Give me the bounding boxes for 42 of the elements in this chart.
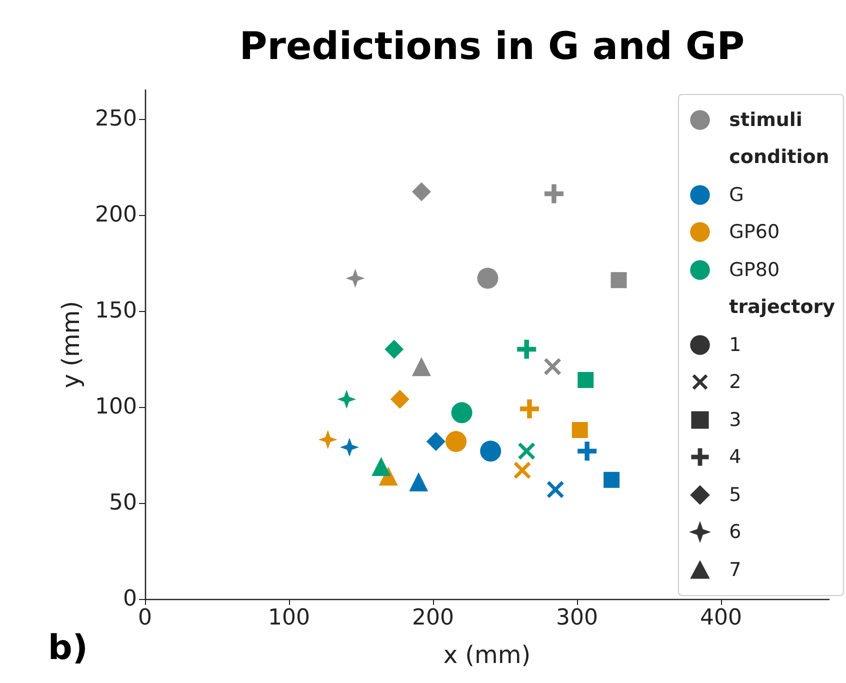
legend-label: 1 — [729, 334, 742, 356]
y-tick-label: 0 — [123, 586, 137, 612]
y-tick-label: 100 — [95, 394, 137, 420]
x-tick-label: 300 — [556, 606, 598, 630]
point — [384, 340, 404, 359]
legend-label: 6 — [729, 521, 742, 544]
legend-label: 5 — [729, 484, 742, 506]
x-tick-label: 100 — [268, 606, 310, 630]
point — [544, 184, 564, 204]
point — [372, 456, 391, 476]
x-tick-label: 200 — [412, 606, 454, 630]
legend-label: GP60 — [729, 221, 780, 244]
point — [412, 357, 431, 376]
legend-label: stimuli — [729, 108, 802, 131]
x-axis-title: x (mm) — [443, 641, 531, 669]
legend-label: GP80 — [729, 258, 780, 281]
text: trajectory — [729, 296, 835, 318]
point — [426, 432, 446, 451]
point — [390, 390, 410, 409]
y-tick-label: 250 — [95, 106, 137, 132]
y-tick-label: 50 — [109, 490, 137, 516]
chart-title: Predictions in G and GP — [239, 24, 745, 68]
point — [318, 430, 338, 450]
x-tick-label: 400 — [700, 606, 742, 630]
point — [346, 268, 365, 288]
text: condition — [729, 146, 830, 168]
y-tick-label: 150 — [95, 298, 137, 324]
legend-label: 4 — [729, 446, 742, 468]
point — [409, 472, 428, 492]
point — [517, 340, 536, 359]
text: b) — [48, 628, 88, 668]
point — [520, 399, 539, 418]
point — [337, 390, 356, 409]
y-tick-label: 200 — [95, 202, 137, 228]
y-axis-title: y (mm) — [57, 300, 85, 388]
point — [340, 438, 359, 457]
legend-label: G — [729, 184, 744, 206]
point — [412, 182, 431, 202]
legend-label: 2 — [729, 371, 742, 394]
point — [578, 442, 597, 461]
legend-label: 7 — [729, 558, 742, 581]
legend-label: 3 — [729, 408, 742, 431]
